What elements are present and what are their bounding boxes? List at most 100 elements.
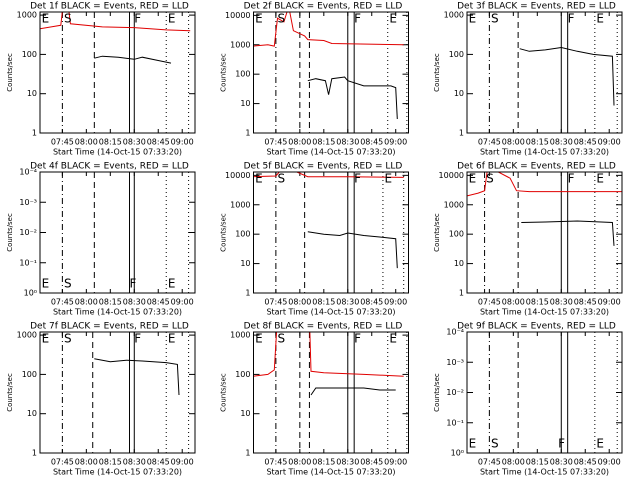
x-tick-label: 07:45 bbox=[264, 298, 287, 307]
x-axis-label: Start Time (14-Oct-15 07:33:20) bbox=[266, 308, 395, 317]
annotation: E bbox=[469, 12, 477, 26]
annotation: E bbox=[389, 332, 397, 346]
plot-frame bbox=[253, 331, 409, 454]
annotation: F bbox=[354, 12, 361, 26]
y-tick-label: 1000 bbox=[444, 11, 464, 20]
annotation: S bbox=[486, 172, 494, 186]
panel-title: Det 6f BLACK = Events, RED = LLD bbox=[457, 162, 616, 172]
panel: Det 7f BLACK = Events, RED = LLD Start Ti… bbox=[6, 322, 196, 477]
x-tick-label: 08:00 bbox=[288, 138, 311, 147]
x-tick-label: 08:00 bbox=[75, 458, 98, 467]
panel: Det 2f BLACK = Events, RED = LLD Start Ti… bbox=[220, 2, 409, 157]
y-tick-label: 1000 bbox=[230, 331, 250, 340]
series-line bbox=[94, 358, 180, 396]
y-axis-label: Counts/sec bbox=[433, 213, 441, 252]
annotation: E bbox=[168, 12, 176, 26]
y-tick-label: 10 bbox=[454, 89, 464, 98]
x-tick-label: 08:00 bbox=[75, 298, 98, 307]
annotation: E bbox=[168, 277, 176, 291]
y-tick-label: 100 bbox=[449, 50, 464, 59]
y-tick-label: 10⁻¹ bbox=[19, 258, 37, 267]
panel: Det 5f BLACK = Events, RED = LLD Start Ti… bbox=[220, 162, 409, 317]
x-tick-label: 07:45 bbox=[51, 458, 74, 467]
x-tick-label: 08:30 bbox=[123, 298, 146, 307]
panel: Det 4f BLACK = Events, RED = LLD Start Ti… bbox=[6, 162, 196, 317]
plot-frame bbox=[466, 171, 623, 294]
x-axis-label: Start Time (14-Oct-15 07:33:20) bbox=[53, 308, 182, 317]
plot-frame bbox=[253, 171, 409, 294]
annotation: E bbox=[255, 12, 263, 26]
x-tick-label: 08:45 bbox=[360, 458, 383, 467]
y-axis-label: Counts/sec bbox=[6, 213, 14, 252]
x-tick-label: 09:00 bbox=[171, 298, 194, 307]
annotation: E bbox=[168, 332, 176, 346]
x-tick-label: 08:00 bbox=[288, 458, 311, 467]
series-line bbox=[467, 172, 622, 197]
series-line bbox=[519, 46, 615, 106]
panel-title: Det 2f BLACK = Events, RED = LLD bbox=[244, 2, 403, 12]
y-tick-label: 1 bbox=[32, 449, 37, 458]
y-tick-label: 1 bbox=[32, 129, 37, 138]
annotation: E bbox=[596, 437, 604, 451]
plot-frame bbox=[39, 11, 196, 134]
x-tick-label: 08:30 bbox=[123, 138, 146, 147]
panel: Det 1f BLACK = Events, RED = LLD Start Ti… bbox=[6, 2, 196, 157]
x-tick-label: 08:45 bbox=[360, 138, 383, 147]
y-tick-label: 1000 bbox=[17, 331, 37, 340]
annotation: F bbox=[134, 12, 141, 26]
y-tick-label: 100 bbox=[235, 370, 250, 379]
y-tick-label: 10⁻² bbox=[19, 228, 37, 237]
x-tick-label: 08:30 bbox=[550, 458, 573, 467]
x-tick-label: 09:00 bbox=[171, 458, 194, 467]
x-tick-label: 09:00 bbox=[598, 298, 621, 307]
y-axis-label: Counts/sec bbox=[220, 213, 228, 252]
x-tick-label: 08:15 bbox=[526, 458, 549, 467]
y-axis-label: Counts/sec bbox=[433, 53, 441, 92]
annotation: F bbox=[568, 12, 575, 26]
annotation: S bbox=[64, 12, 72, 26]
annotation: S bbox=[64, 277, 72, 291]
panel-title: Det 8f BLACK = Events, RED = LLD bbox=[244, 322, 403, 332]
y-tick-label: 10⁻² bbox=[446, 388, 464, 397]
x-tick-label: 08:45 bbox=[574, 298, 597, 307]
x-tick-label: 08:15 bbox=[99, 138, 122, 147]
x-tick-label: 08:00 bbox=[502, 458, 525, 467]
x-tick-label: 07:45 bbox=[264, 458, 287, 467]
annotation: E bbox=[389, 12, 397, 26]
x-tick-label: 08:00 bbox=[75, 138, 98, 147]
annotation: F bbox=[354, 332, 361, 346]
x-tick-label: 08:45 bbox=[574, 458, 597, 467]
y-tick-label: 10⁰ bbox=[24, 289, 37, 298]
x-tick-label: 09:00 bbox=[384, 298, 407, 307]
series-line bbox=[310, 387, 396, 396]
panel-title: Det 5f BLACK = Events, RED = LLD bbox=[244, 162, 403, 172]
annotation: S bbox=[491, 12, 499, 26]
y-tick-label: 1 bbox=[245, 289, 250, 298]
plot-frame bbox=[253, 11, 409, 134]
x-tick-label: 08:15 bbox=[312, 138, 335, 147]
x-tick-label: 08:45 bbox=[147, 458, 170, 467]
x-tick-label: 08:30 bbox=[336, 138, 359, 147]
annotation: F bbox=[134, 332, 141, 346]
annotation: E bbox=[255, 172, 263, 186]
plot-frame bbox=[39, 331, 196, 454]
annotation: F bbox=[568, 172, 575, 186]
y-tick-label: 1 bbox=[245, 129, 250, 138]
x-tick-label: 08:30 bbox=[123, 458, 146, 467]
x-axis-label: Start Time (14-Oct-15 07:33:20) bbox=[266, 148, 395, 157]
x-tick-label: 08:15 bbox=[99, 298, 122, 307]
x-tick-label: 08:45 bbox=[574, 138, 597, 147]
x-axis-label: Start Time (14-Oct-15 07:33:20) bbox=[266, 468, 395, 477]
annotation: S bbox=[277, 332, 285, 346]
y-tick-label: 10 bbox=[454, 259, 464, 268]
series-line bbox=[253, 172, 404, 178]
series-line bbox=[253, 12, 404, 47]
y-tick-label: 10000 bbox=[225, 11, 250, 20]
x-tick-label: 08:15 bbox=[526, 138, 549, 147]
x-tick-label: 07:45 bbox=[478, 138, 501, 147]
annotation: E bbox=[469, 437, 477, 451]
series-line bbox=[94, 55, 172, 64]
panel-title: Det 4f BLACK = Events, RED = LLD bbox=[30, 162, 189, 172]
